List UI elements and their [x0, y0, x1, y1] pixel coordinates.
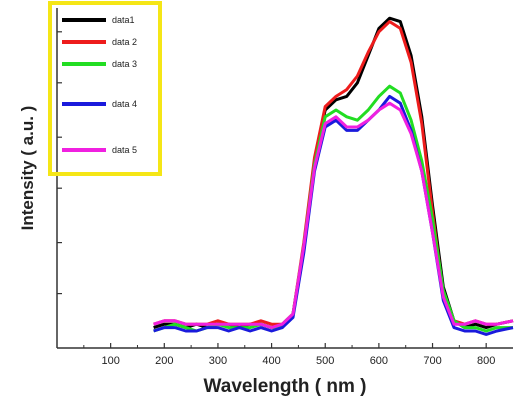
legend-label-2: data 2: [112, 37, 137, 47]
x-tick-label: 800: [477, 355, 495, 367]
axes: 100 200 300 400 500 600 700 800: [56, 8, 513, 367]
x-axis-title: Wavelength ( nm ): [204, 376, 367, 397]
series-line-1: [153, 16, 514, 330]
legend: data1 data 2 data 3 data 4 data 5: [48, 1, 162, 176]
x-tick-label: 400: [262, 355, 280, 367]
legend-label-1: data1: [112, 15, 135, 25]
x-tick-label: 600: [370, 355, 388, 367]
x-ticks: 100 200 300 400 500 600 700 800: [83, 343, 495, 367]
legend-label-3: data 3: [112, 59, 137, 69]
legend-items: data1 data 2 data 3 data 4 data 5: [62, 15, 137, 155]
series-line-3: [153, 84, 513, 333]
x-tick-label: 200: [155, 355, 173, 367]
y-axis-title: Intensity ( a.u. ): [18, 106, 37, 231]
plot-lines: [153, 16, 514, 336]
x-tick-label: 700: [423, 355, 441, 367]
legend-box: [48, 1, 162, 176]
series-line-2: [153, 20, 514, 326]
x-tick-label: 500: [316, 355, 334, 367]
x-tick-label: 100: [101, 355, 119, 367]
series-line-4: [153, 94, 514, 336]
legend-label-4: data 4: [112, 99, 137, 109]
y-ticks: [57, 31, 62, 295]
legend-label-5: data 5: [112, 145, 137, 155]
x-tick-label: 300: [209, 355, 227, 367]
series-line-5: [153, 101, 514, 330]
